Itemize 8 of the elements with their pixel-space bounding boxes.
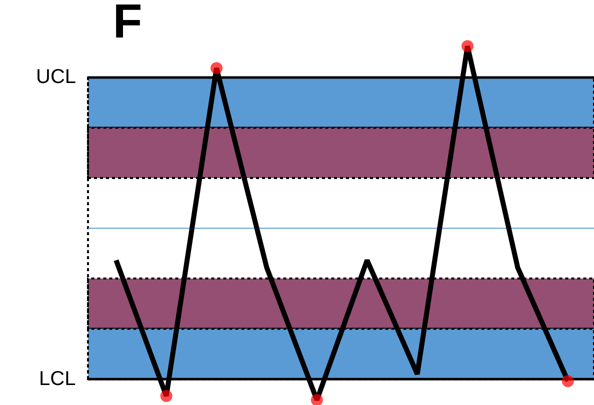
chart-title: F <box>112 0 142 49</box>
point <box>462 40 474 52</box>
point <box>210 62 223 74</box>
ref-line-label: LCL <box>39 368 76 390</box>
point <box>310 394 323 405</box>
point <box>160 390 172 402</box>
ref-line-label: UCL <box>36 66 76 88</box>
point <box>562 375 574 388</box>
